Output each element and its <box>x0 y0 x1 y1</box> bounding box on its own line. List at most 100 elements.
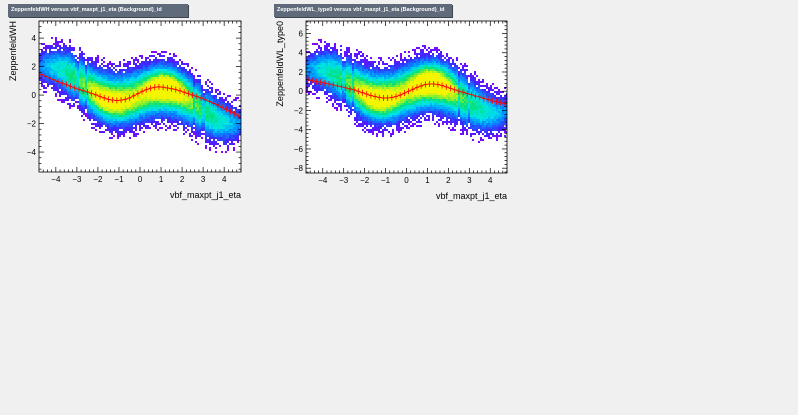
profile-point <box>368 92 373 99</box>
profile-point <box>469 91 474 98</box>
profile-point <box>494 98 499 105</box>
profile-point <box>76 86 81 93</box>
profile-point <box>123 96 128 103</box>
profile-point <box>81 87 86 94</box>
y-tick-label: 4 <box>32 34 37 43</box>
y-tick-label: 2 <box>299 68 304 77</box>
profile-point <box>190 92 195 99</box>
profile-point <box>177 87 182 94</box>
profile-point <box>173 86 178 93</box>
chart-title: ZeppenfeldWH versus vbf_maxpt_j1_eta (Ba… <box>8 4 188 17</box>
profile-point <box>98 93 103 100</box>
profile-point <box>310 77 315 84</box>
profile-point <box>461 89 466 96</box>
profile-point <box>339 83 344 90</box>
profile-point <box>161 84 166 91</box>
profile-point <box>431 81 436 88</box>
profile-point <box>114 97 119 104</box>
y-tick-label: −4 <box>294 126 304 135</box>
x-tick-label: −3 <box>339 176 349 185</box>
profile-point <box>106 96 111 103</box>
profile-point <box>402 90 407 97</box>
profile-point <box>440 82 445 89</box>
profile-point <box>207 98 212 105</box>
profile-point <box>199 94 204 101</box>
y-tick-label: −4 <box>27 148 37 157</box>
profile-point <box>93 91 98 98</box>
profile-point <box>398 92 403 99</box>
y-tick-label: 4 <box>299 49 304 58</box>
profile-point <box>498 99 503 106</box>
x-tick-label: 2 <box>180 175 185 184</box>
profile-point <box>314 78 319 85</box>
profile-point <box>152 84 157 91</box>
profile-point <box>318 79 323 86</box>
profile-point <box>381 94 386 101</box>
x-tick-label: 0 <box>138 175 143 184</box>
x-tick-label: 1 <box>425 176 430 185</box>
profile-point <box>102 94 107 101</box>
profile-point <box>394 93 399 100</box>
profile-point <box>72 84 77 91</box>
x-tick-label: 3 <box>467 176 472 185</box>
profile-point <box>131 92 136 99</box>
profile-point <box>465 90 470 97</box>
profile-point <box>364 91 369 98</box>
profile-point <box>352 86 357 93</box>
profile-point <box>385 94 390 101</box>
y-tick-label: 0 <box>32 91 37 100</box>
profile-point <box>55 78 60 85</box>
profile-point <box>356 88 361 95</box>
x-tick-label: 4 <box>222 175 227 184</box>
profile-point <box>456 88 461 95</box>
chart-svg: −4 −3 −2 −1 0 1 2 3 4 −4 −2 0 2 4 vbf_maxpt_j1_eta Zepp… <box>8 20 242 200</box>
x-tick-label: −4 <box>51 175 61 184</box>
profile-point <box>203 96 208 103</box>
profile-point <box>406 88 411 95</box>
profile-point <box>119 97 124 104</box>
x-tick-label: −4 <box>318 176 328 185</box>
x-axis-title: vbf_maxpt_j1_eta <box>436 191 507 201</box>
profile-point <box>477 94 482 100</box>
x-tick-label: −2 <box>93 175 103 184</box>
profile-point <box>228 108 233 115</box>
y-tick-label: 2 <box>32 63 37 72</box>
histogram-pad-right: ZeppenfeldWL_type0 versus vbf_maxpt_j1_e… <box>266 0 532 210</box>
profile-point <box>410 86 415 93</box>
profile-point <box>423 81 428 88</box>
profile-point <box>343 84 348 91</box>
x-tick-label: −1 <box>381 176 391 185</box>
profile-series <box>306 76 507 107</box>
profile-point <box>232 110 237 117</box>
profile-point <box>414 84 419 91</box>
profile-point <box>327 81 332 88</box>
x-tick-label: 4 <box>488 176 493 185</box>
profile-point <box>182 89 187 96</box>
y-tick-label: 6 <box>299 30 304 39</box>
profile-point <box>360 89 365 96</box>
profile-point <box>60 79 65 86</box>
profile-point <box>156 83 161 90</box>
profile-point <box>110 97 115 104</box>
y-tick-label: −2 <box>294 106 304 115</box>
profile-point <box>89 90 94 97</box>
profile-point <box>194 93 199 100</box>
y-tick-label: 0 <box>299 87 304 96</box>
y-axis-title: ZeppenfeldWH <box>8 21 18 81</box>
profile-point <box>43 73 48 80</box>
profile-point <box>331 81 336 88</box>
profile-point <box>373 93 378 100</box>
y-tick-label: −6 <box>294 145 304 154</box>
profile-point <box>502 100 507 107</box>
x-axis-title: vbf_maxpt_j1_eta <box>170 190 241 200</box>
profile-point <box>448 85 453 92</box>
x-tick-label: −2 <box>360 176 370 185</box>
profile-point <box>224 106 229 113</box>
profile-point <box>135 90 140 97</box>
x-tick-label: −1 <box>114 175 124 184</box>
profile-point <box>490 97 495 104</box>
profile-point <box>47 74 52 81</box>
profile-point <box>186 90 191 97</box>
profile-point <box>148 85 153 92</box>
y-axis-title: ZeppenfeldWL_type0 <box>275 21 285 107</box>
